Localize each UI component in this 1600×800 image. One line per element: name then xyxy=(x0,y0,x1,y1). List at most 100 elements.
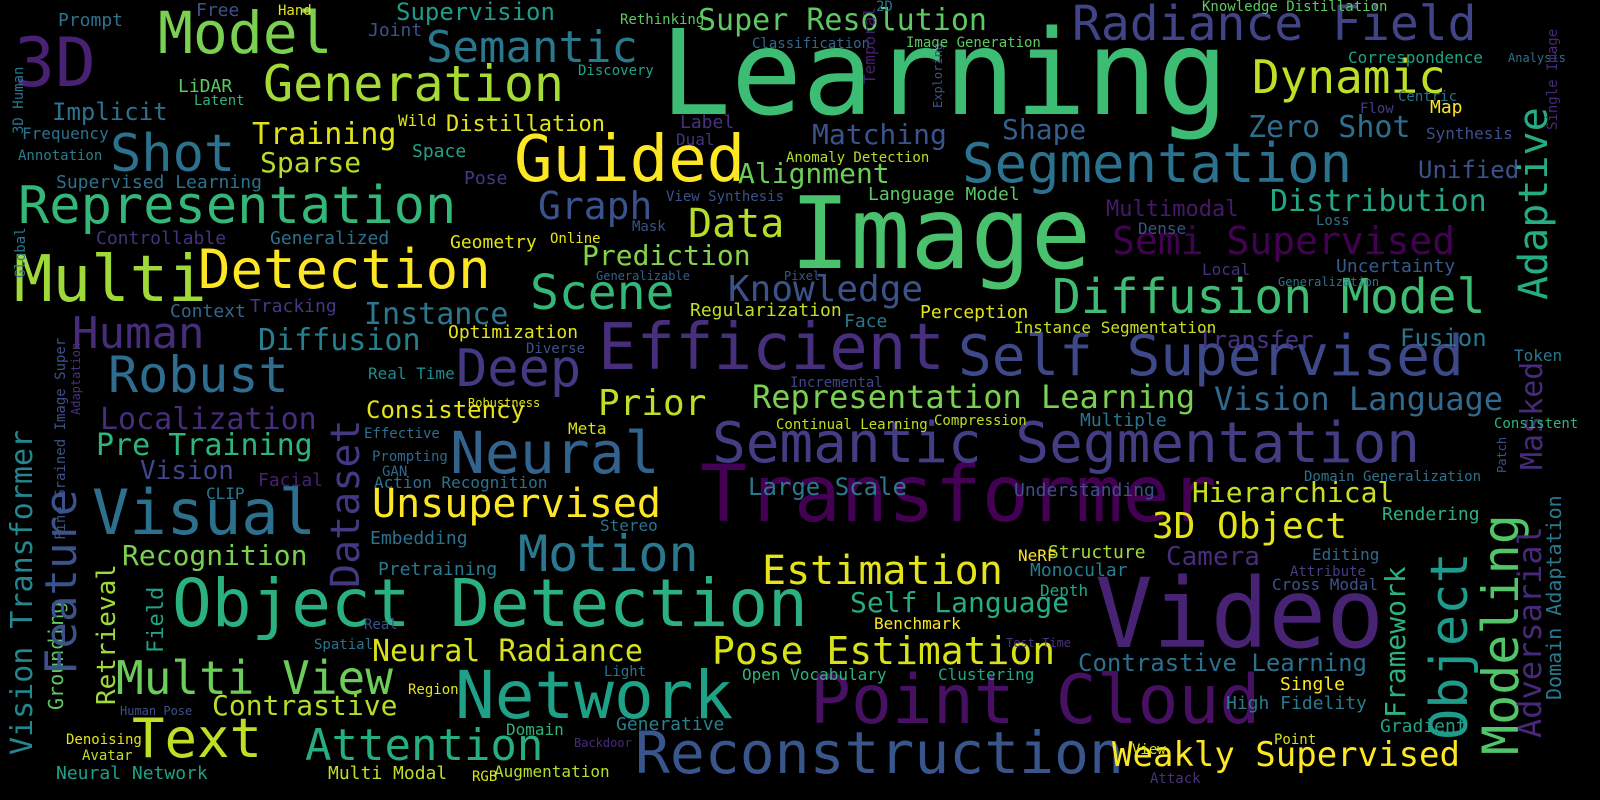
word-real: Real xyxy=(364,617,398,633)
word-learning: Learning xyxy=(660,4,1229,142)
word-free: Free xyxy=(196,0,240,21)
word-space: Space xyxy=(412,141,467,162)
word-recognition: Recognition xyxy=(122,539,308,572)
word-multiple: Multiple xyxy=(1080,410,1167,431)
word-pixel: Pixel xyxy=(784,269,821,283)
word-clip: CLIP xyxy=(206,484,245,503)
word-attribute: Attribute xyxy=(1290,564,1366,580)
word-language-model: Language Model xyxy=(868,184,1020,205)
word-geometry: Geometry xyxy=(450,232,537,253)
word-weakly-supervised: Weakly Supervised xyxy=(1112,735,1460,775)
word-training: Training xyxy=(252,117,397,152)
word-token: Token xyxy=(1514,346,1563,365)
word-unsupervised: Unsupervised xyxy=(372,481,661,527)
word-controllable: Controllable xyxy=(96,228,227,249)
word-fusion: Fusion xyxy=(1400,324,1487,352)
word-label: Label xyxy=(680,112,735,133)
word-2d: 2D xyxy=(876,0,893,15)
word-super-resolution: Super Resolution xyxy=(698,3,987,38)
word-frequency: Frequency xyxy=(22,124,109,143)
word-supervision: Supervision xyxy=(396,0,555,26)
word-point-cloud: Point Cloud xyxy=(810,661,1261,740)
word-alignment: Alignment xyxy=(738,157,890,190)
word-vision-language: Vision Language xyxy=(1214,380,1503,418)
word-dataset: Dataset xyxy=(323,419,369,588)
word-avatar: Avatar xyxy=(82,748,133,764)
word-hand: Hand xyxy=(278,3,312,19)
word-tracking: Tracking xyxy=(250,296,337,317)
word-generalizable: Generalizable xyxy=(596,269,690,283)
word-facial: Facial xyxy=(258,470,324,491)
word-temporal: Temporal xyxy=(860,6,879,84)
word-domain-generalization: Domain Generalization xyxy=(1304,469,1482,485)
word-segmentation: Segmentation xyxy=(962,132,1353,195)
word-generalized: Generalized xyxy=(270,228,390,249)
word-uncertainty: Uncertainty xyxy=(1336,256,1456,277)
word-adaptation: Adaptation xyxy=(69,342,83,415)
word-instance-segmentation: Instance Segmentation xyxy=(1014,318,1217,337)
word-discovery: Discovery xyxy=(578,63,654,79)
word-video: Video xyxy=(1095,558,1384,670)
word-scene: Scene xyxy=(530,265,675,321)
word-diffusion-model: Diffusion Model xyxy=(1052,269,1486,325)
word-human: Human xyxy=(72,308,205,359)
word-image-generation: Image Generation xyxy=(906,35,1041,51)
word-camera: Camera xyxy=(1166,542,1260,572)
word-transformer: Transformer xyxy=(700,450,1217,540)
word-sparse: Sparse xyxy=(260,146,362,179)
word-depth: Depth xyxy=(1040,581,1089,600)
word-prediction: Prediction xyxy=(582,239,751,272)
word-anomaly-detection: Anomaly Detection xyxy=(786,150,930,166)
word-diverse: Diverse xyxy=(526,341,586,357)
word-prompt: Prompt xyxy=(58,10,124,31)
word-structure: Structure xyxy=(1048,542,1146,563)
word-semantic: Semantic xyxy=(426,22,638,73)
word-latent: Latent xyxy=(194,93,245,109)
word-domain-adaptation: Domain Adaptation xyxy=(1542,495,1566,700)
word-classification: Classification xyxy=(752,36,871,52)
word-monocular: Monocular xyxy=(1030,560,1128,581)
word-multi: Multi xyxy=(14,243,207,317)
word-augmentation: Augmentation xyxy=(494,762,610,781)
word-pretraining: Pretraining xyxy=(378,559,498,580)
word-single: Single xyxy=(1280,674,1346,695)
word-detection: Detection xyxy=(198,238,491,301)
word-deep: Deep xyxy=(456,339,582,399)
word-stereo: Stereo xyxy=(600,516,658,535)
word-lidar: LiDAR xyxy=(178,76,233,97)
word-continual-learning: Continual Learning xyxy=(776,417,928,433)
word-localization: Localization xyxy=(100,402,317,437)
word-field: Field xyxy=(144,586,169,653)
word-semi-supervised: Semi Supervised xyxy=(1112,219,1456,263)
word-spatial: Spatial xyxy=(314,637,374,653)
word-view: View xyxy=(1132,742,1166,758)
word-gradient: Gradient xyxy=(1380,716,1467,737)
word-object-detection: Object Detection xyxy=(172,565,808,642)
word-patch: Patch xyxy=(1495,436,1509,473)
word-adaptive: Adaptive xyxy=(1511,107,1557,300)
word-pose: Pose xyxy=(464,168,508,189)
word-perception: Perception xyxy=(920,302,1029,323)
word-shape: Shape xyxy=(1002,113,1087,146)
word-text: Text xyxy=(132,707,263,770)
word-efficient: Efficient xyxy=(598,311,945,385)
word-3d-human: 3D Human xyxy=(11,66,27,134)
word-3d-object: 3D Object xyxy=(1152,506,1348,547)
word-wild: Wild xyxy=(398,111,437,130)
word-action-recognition: Action Recognition xyxy=(374,473,548,492)
word-shot: Shot xyxy=(110,124,236,184)
word-understanding: Understanding xyxy=(1014,480,1155,501)
word-analysis: Analysis xyxy=(1508,51,1566,65)
word-centric: Centric xyxy=(1398,89,1458,105)
word-self-language: Self Language xyxy=(850,586,1070,619)
word-vision-transformer: Vision Transformer xyxy=(5,429,40,755)
word-neural-radiance: Neural Radiance xyxy=(372,634,643,669)
word-embedding: Embedding xyxy=(370,528,468,549)
word-representation: Representation xyxy=(18,176,457,236)
word-generalization: Generalization xyxy=(1278,275,1380,289)
word-pre-training: Pre Training xyxy=(96,428,313,463)
word-self-supervised: Self Supervised xyxy=(958,324,1464,389)
word-3d: 3D xyxy=(14,24,96,103)
word-generation: Generation xyxy=(263,55,565,113)
